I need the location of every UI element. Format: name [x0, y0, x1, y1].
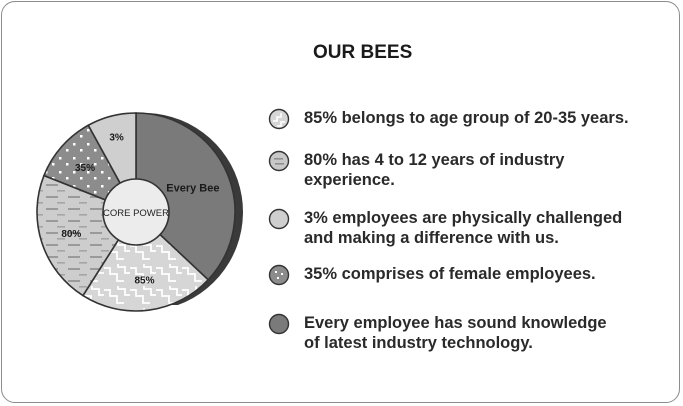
core-circle — [102, 178, 170, 246]
legend-line: 85% belongs to age group of 20-35 years. — [304, 109, 629, 127]
legend-line: 35% comprises of female employees. — [304, 265, 596, 283]
legend-text: 35% comprises of female employees. — [304, 264, 596, 284]
page-title: OUR BEES — [313, 42, 413, 63]
legend-swatch-experience-icon — [268, 150, 290, 172]
legend-text: Every employee has sound knowledge of lat… — [304, 313, 607, 353]
pie-label-challenged: 3% — [109, 132, 124, 143]
legend-swatch-bees-icon — [268, 313, 290, 335]
pie-label-experience: 80% — [61, 229, 81, 240]
legend-swatch-challenged-icon — [268, 208, 290, 230]
legend-item-age: 85% belongs to age group of 20-35 years. — [268, 108, 629, 130]
pie-label-bees: Every Bee — [166, 182, 219, 194]
pie-label-female: 35% — [75, 163, 95, 174]
legend-text: 80% has 4 to 12 years of industry experie… — [304, 150, 564, 190]
legend-line: Every employee has sound knowledge — [304, 314, 607, 332]
legend-item-experience: 80% has 4 to 12 years of industry experie… — [268, 150, 564, 190]
legend-line: 3% employees are physically challenged — [304, 209, 623, 227]
core-label: CORE POWER — [103, 208, 169, 219]
legend-swatch-age-icon — [268, 108, 290, 130]
legend-item-challenged: 3% employees are physically challenged an… — [268, 208, 622, 248]
pie-slice-age — [81, 210, 210, 312]
legend-item-female: 35% comprises of female employees. — [268, 264, 596, 286]
legend-line: of latest industry technology. — [304, 334, 533, 352]
pie-slice-bees — [135, 112, 236, 281]
legend-swatch-female-icon — [268, 264, 290, 286]
legend-line: and making a difference with us. — [304, 229, 559, 247]
legend-line: experience. — [304, 171, 395, 189]
legend-line: 80% has 4 to 12 years of industry — [304, 151, 565, 169]
legend-text: 3% employees are physically challenged an… — [304, 208, 622, 248]
pie-label-age: 85% — [135, 275, 155, 286]
legend-item-bees: Every employee has sound knowledge of lat… — [268, 313, 607, 353]
legend-text: 85% belongs to age group of 20-35 years. — [304, 108, 629, 128]
